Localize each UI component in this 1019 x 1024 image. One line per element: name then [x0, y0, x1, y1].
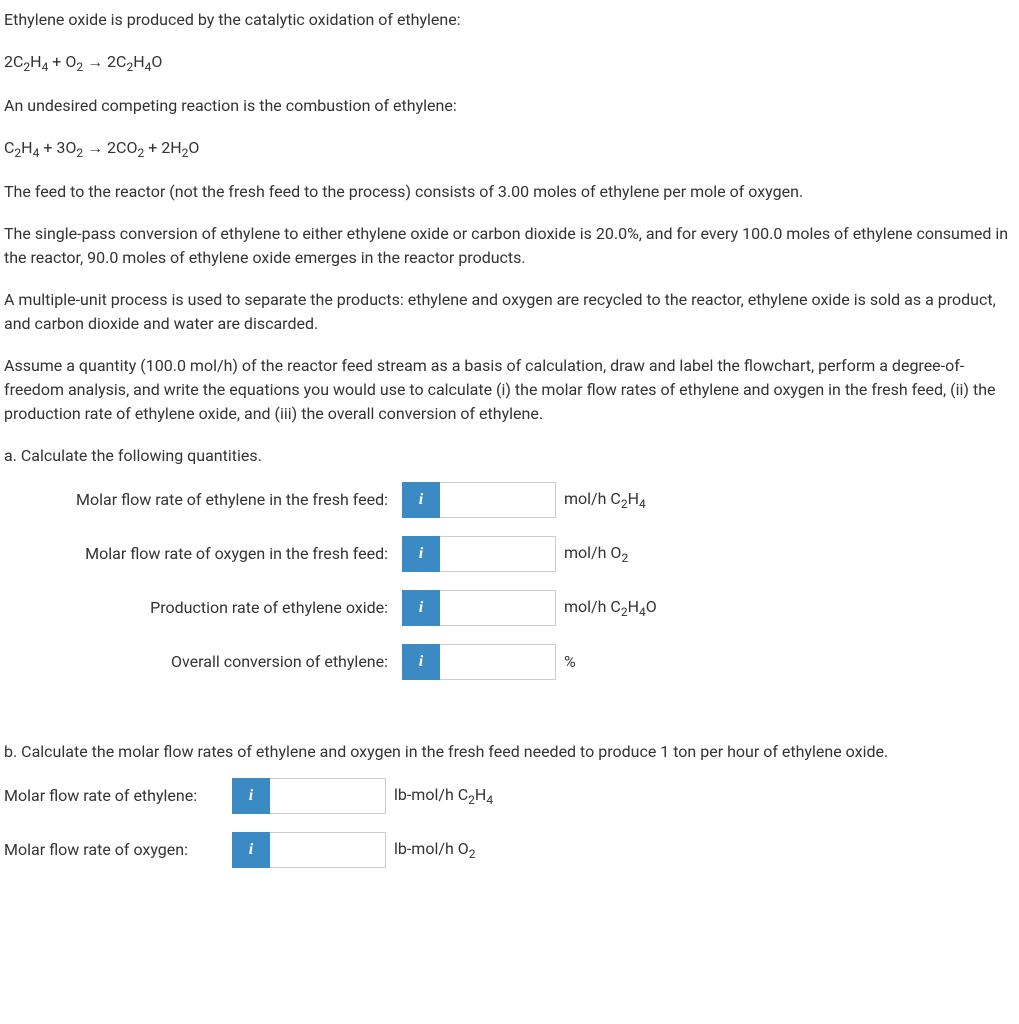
intro-p4: The single-pass conversion of ethylene t…: [4, 222, 1015, 270]
input-group: i: [402, 590, 556, 626]
label-oxygen-flow: Molar flow rate of oxygen:: [4, 838, 232, 862]
label-overall-conversion: Overall conversion of ethylene:: [16, 650, 402, 674]
unit-overall-conversion: %: [564, 650, 576, 674]
input-ethylene-flow[interactable]: [270, 778, 386, 814]
section-a: a. Calculate the following quantities. M…: [4, 444, 1015, 680]
unit-ethylene-flow: lb-mol/h C2H4: [394, 783, 493, 809]
row-ethylene-flow: Molar flow rate of ethylene: i lb-mol/h …: [4, 778, 1015, 814]
label-ethylene-flow: Molar flow rate of ethylene:: [4, 784, 232, 808]
input-production-rate[interactable]: [440, 590, 556, 626]
section-b: b. Calculate the molar flow rates of eth…: [4, 740, 1015, 868]
intro-p2: An undesired competing reaction is the c…: [4, 94, 1015, 118]
input-group: i: [402, 536, 556, 572]
problem-statement: Ethylene oxide is produced by the cataly…: [4, 8, 1015, 426]
info-icon[interactable]: i: [402, 482, 440, 518]
intro-p6: Assume a quantity (100.0 mol/h) of the r…: [4, 354, 1015, 426]
intro-p3: The feed to the reactor (not the fresh f…: [4, 180, 1015, 204]
input-oxygen-fresh-feed[interactable]: [440, 536, 556, 572]
row-production-rate: Production rate of ethylene oxide: i mol…: [4, 590, 1015, 626]
equation-2: C2H4 + 3O2 → 2CO2 + 2H2O: [4, 136, 1015, 162]
input-group: i: [402, 644, 556, 680]
input-oxygen-flow[interactable]: [270, 832, 386, 868]
input-group: i: [402, 482, 556, 518]
row-oxygen-flow: Molar flow rate of oxygen: i lb-mol/h O2: [4, 832, 1015, 868]
label-production-rate: Production rate of ethylene oxide:: [16, 596, 402, 620]
input-ethylene-fresh-feed[interactable]: [440, 482, 556, 518]
section-b-label: b. Calculate the molar flow rates of eth…: [4, 740, 1015, 764]
info-icon[interactable]: i: [402, 644, 440, 680]
info-icon[interactable]: i: [402, 536, 440, 572]
row-oxygen-fresh-feed: Molar flow rate of oxygen in the fresh f…: [4, 536, 1015, 572]
unit-oxygen-fresh-feed: mol/h O2: [564, 541, 628, 567]
row-overall-conversion: Overall conversion of ethylene: i %: [4, 644, 1015, 680]
input-group: i: [232, 832, 386, 868]
info-icon[interactable]: i: [402, 590, 440, 626]
info-icon[interactable]: i: [232, 778, 270, 814]
section-a-label: a. Calculate the following quantities.: [4, 444, 1015, 468]
info-icon[interactable]: i: [232, 832, 270, 868]
label-ethylene-fresh-feed: Molar flow rate of ethylene in the fresh…: [16, 488, 402, 512]
input-group: i: [232, 778, 386, 814]
label-oxygen-fresh-feed: Molar flow rate of oxygen in the fresh f…: [16, 542, 402, 566]
row-ethylene-fresh-feed: Molar flow rate of ethylene in the fresh…: [4, 482, 1015, 518]
unit-production-rate: mol/h C2H4O: [564, 595, 657, 621]
intro-p1: Ethylene oxide is produced by the cataly…: [4, 8, 1015, 32]
equation-1: 2C2H4 + O2 → 2C2H4O: [4, 50, 1015, 76]
intro-p5: A multiple-unit process is used to separ…: [4, 288, 1015, 336]
unit-ethylene-fresh-feed: mol/h C2H4: [564, 487, 646, 513]
input-overall-conversion[interactable]: [440, 644, 556, 680]
unit-oxygen-flow: lb-mol/h O2: [394, 837, 475, 863]
